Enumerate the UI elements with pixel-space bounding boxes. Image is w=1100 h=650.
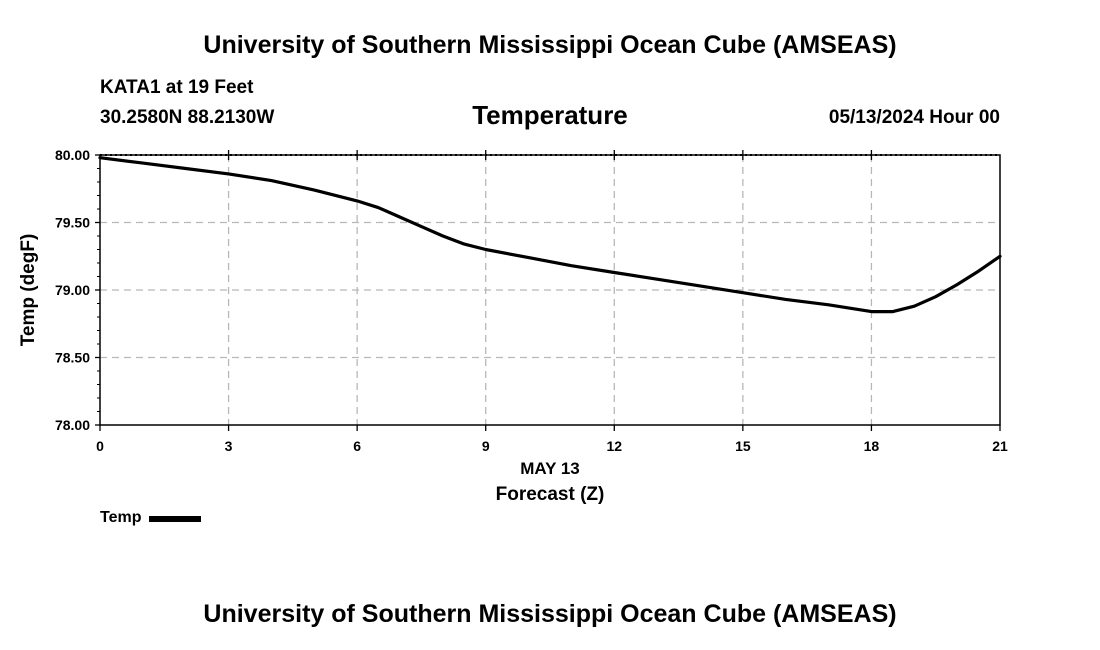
footer-title: University of Southern Mississippi Ocean… [203, 600, 897, 628]
y-tick-label: 78.50 [55, 350, 90, 366]
page-title: University of Southern Mississippi Ocean… [203, 31, 897, 59]
temp-series-line [98, 156, 1002, 314]
legend: Temp [100, 509, 202, 527]
x-tick-label: 15 [735, 438, 751, 454]
x-axis: 0 3 6 9 12 15 18 21 [96, 150, 1008, 454]
x-axis-sublabel: MAY 13 [520, 459, 580, 478]
x-tick-label: 21 [992, 438, 1008, 454]
y-tick-label: 78.00 [55, 417, 90, 433]
coordinates-label: 30.2580N 88.2130W [100, 107, 275, 128]
grid [100, 154, 1000, 425]
forecast-datetime: 05/13/2024 Hour 00 [828, 107, 1000, 128]
x-axis-label: Forecast (Z) [496, 484, 605, 505]
x-tick-label: 9 [482, 438, 490, 454]
chart-title: Temperature [472, 100, 628, 130]
y-tick-label: 79.00 [55, 282, 90, 298]
x-tick-label: 12 [606, 438, 622, 454]
plot-frame [99, 154, 1001, 426]
x-tick-label: 18 [864, 438, 880, 454]
y-tick-label: 79.50 [55, 215, 90, 231]
legend-line-swatch [149, 516, 202, 522]
x-tick-label: 3 [225, 438, 233, 454]
series-layer [98, 156, 1002, 314]
y-tick-label: 80.00 [55, 147, 90, 163]
legend-label: Temp [100, 509, 142, 526]
station-label: KATA1 at 19 Feet [100, 77, 254, 98]
y-axis: 78.00 78.50 79.00 79.50 80.00 [55, 147, 100, 433]
x-tick-label: 0 [96, 438, 104, 454]
x-tick-label: 6 [353, 438, 361, 454]
y-axis-label: Temp (degF) [18, 234, 39, 347]
